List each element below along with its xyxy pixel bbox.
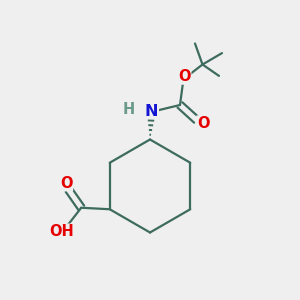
Text: O: O — [60, 176, 73, 191]
Text: O: O — [197, 116, 209, 131]
Text: H: H — [123, 102, 135, 117]
Text: N: N — [145, 103, 158, 118]
Text: OH: OH — [49, 224, 74, 239]
Text: O: O — [178, 69, 191, 84]
